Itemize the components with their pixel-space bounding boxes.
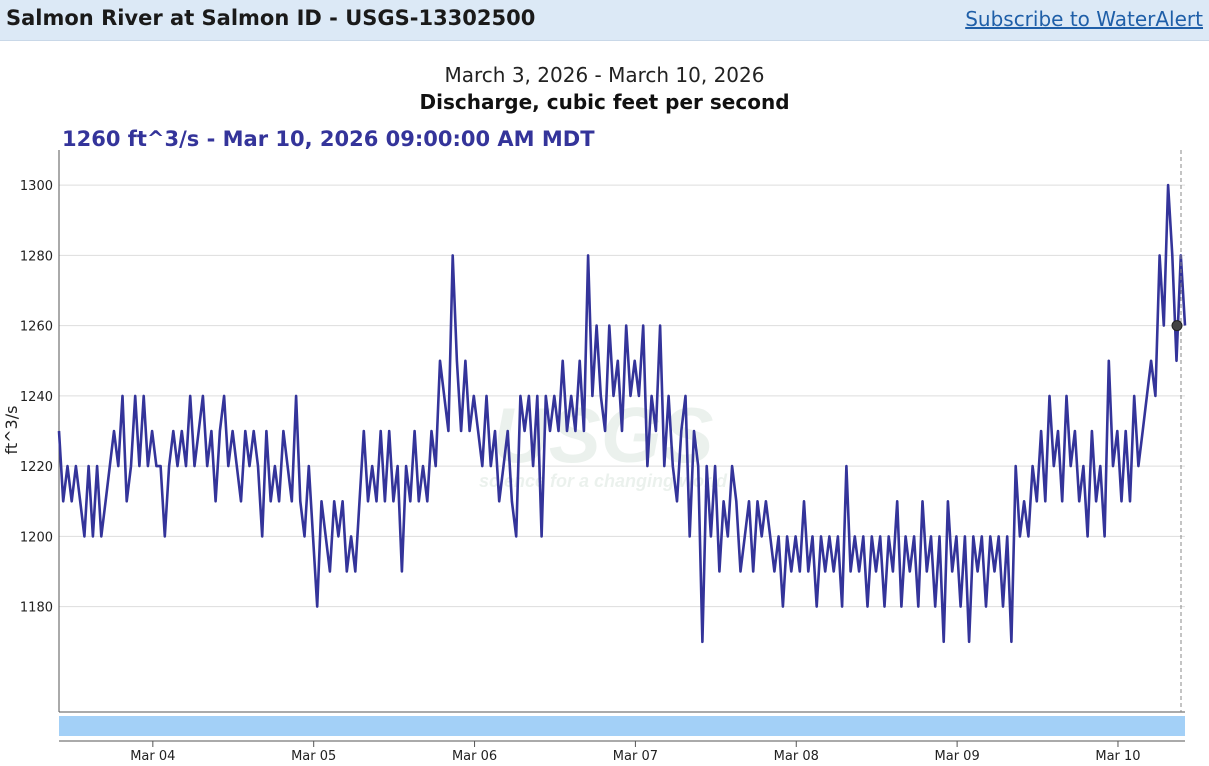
chart-gridlines [59,184,1185,608]
y-tick-label: 1280 [20,249,53,264]
site-header: Salmon River at Salmon ID - USGS-1330250… [0,0,1209,41]
hover-cursor [1171,150,1183,712]
x-tick-label: Mar 10 [1095,749,1140,764]
subscribe-wateralert-link[interactable]: Subscribe to WaterAlert [965,7,1203,31]
x-tick-label: Mar 06 [452,749,497,764]
site-title: Salmon River at Salmon ID - USGS-1330250… [6,6,536,30]
hover-point-marker [1171,320,1183,332]
usgs-watermark: USGS science for a changing world [479,391,728,491]
x-tick-label: Mar 08 [774,749,819,764]
x-tick-label: Mar 09 [935,749,980,764]
x-tick-label: Mar 04 [130,749,175,764]
hover-value-readout: 1260 ft^3/s - Mar 10, 2026 09:00:00 AM M… [62,127,595,151]
series-layer [57,183,1187,644]
y-tick-label: 1300 [20,179,53,194]
x-tick-label: Mar 05 [291,749,336,764]
y-tick-label: 1240 [20,390,53,405]
y-tick-label: 1200 [20,530,53,545]
y-tick-labels: 1180 1200 1220 1240 1260 1280 1300 [20,179,53,616]
x-tick-labels: Mar 04 Mar 05 Mar 06 Mar 07 Mar 08 Mar 09 Mar … [130,741,1141,764]
y-tick-label: 1180 [20,601,53,616]
x-tick-label: Mar 07 [613,749,658,764]
chart-title: Discharge, cubic feet per second [419,90,790,114]
time-range-brush[interactable] [59,716,1185,736]
y-tick-label: 1260 [20,320,53,335]
y-axis-label: ft^3/s [2,406,21,455]
y-tick-label: 1220 [20,460,53,475]
series-line-discharge [57,183,1187,644]
chart-date-range: March 3, 2026 - March 10, 2026 [444,63,765,87]
